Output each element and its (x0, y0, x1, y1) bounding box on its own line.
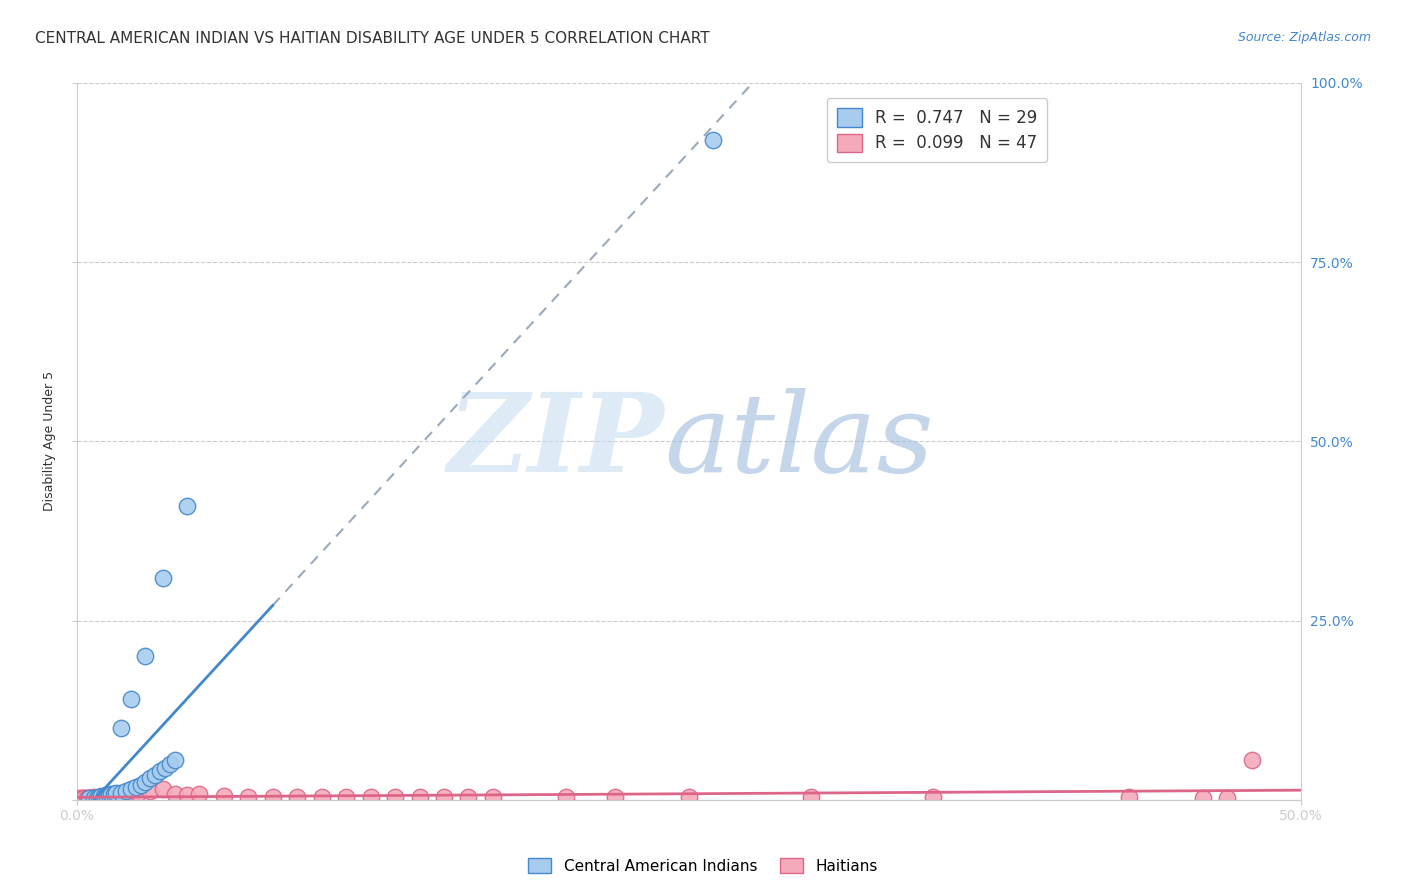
Point (134, 649, 156, 664)
Point (384, 789, 406, 804)
Point (120, 789, 142, 804)
Point (86, 790, 108, 805)
Point (100, 787, 122, 801)
Point (87, 789, 110, 804)
Point (93, 790, 115, 805)
Point (97, 788, 120, 802)
Point (77, 790, 100, 805)
Point (800, 789, 823, 804)
Point (83, 790, 105, 805)
Point (107, 789, 129, 804)
Point (93, 789, 115, 804)
Point (212, 789, 235, 804)
Point (153, 760, 176, 774)
Point (1118, 789, 1140, 804)
Point (103, 787, 125, 801)
Point (1240, 753, 1263, 767)
Point (188, 787, 211, 801)
Point (67, 791, 90, 805)
Point (176, 788, 198, 802)
Point (922, 789, 945, 804)
Point (77, 790, 100, 805)
Point (73, 790, 96, 805)
Point (110, 786, 132, 800)
Point (149, 764, 172, 778)
Point (125, 780, 148, 794)
Point (90, 789, 112, 804)
Point (83, 790, 105, 805)
Point (97, 790, 120, 805)
Point (1216, 790, 1239, 805)
Point (87, 790, 110, 805)
Point (1191, 790, 1213, 805)
Point (262, 789, 284, 804)
Point (110, 721, 132, 735)
Point (152, 782, 174, 797)
Point (129, 779, 152, 793)
Point (96, 789, 118, 804)
Point (120, 782, 142, 797)
Point (152, 570, 174, 584)
Point (238, 789, 260, 804)
Point (139, 784, 162, 798)
Point (115, 784, 138, 798)
Point (120, 692, 142, 706)
Point (139, 771, 162, 785)
Point (163, 787, 186, 801)
Point (360, 789, 382, 804)
Y-axis label: Disability Age Under 5: Disability Age Under 5 (44, 371, 56, 511)
Text: Source: ZipAtlas.com: Source: ZipAtlas.com (1237, 31, 1371, 45)
Point (433, 789, 456, 804)
Legend: Central American Indians, Haitians: Central American Indians, Haitians (523, 852, 883, 880)
Point (127, 786, 149, 800)
Point (90, 790, 112, 805)
Point (163, 753, 186, 767)
Point (482, 789, 505, 804)
Text: ZIP: ZIP (447, 388, 664, 495)
Point (678, 789, 700, 804)
Point (555, 789, 578, 804)
Point (335, 789, 357, 804)
Text: CENTRAL AMERICAN INDIAN VS HAITIAN DISABILITY AGE UNDER 5 CORRELATION CHART: CENTRAL AMERICAN INDIAN VS HAITIAN DISAB… (35, 31, 710, 46)
Point (134, 774, 156, 789)
Point (702, 133, 724, 147)
Point (86, 790, 108, 805)
Point (159, 756, 181, 771)
Point (605, 789, 627, 804)
Point (176, 499, 198, 513)
Point (96, 789, 118, 803)
Legend: R =  0.747   N = 29, R =  0.099   N = 47: R = 0.747 N = 29, R = 0.099 N = 47 (827, 98, 1047, 162)
Point (80, 790, 103, 805)
Point (103, 789, 125, 804)
Point (105, 786, 128, 800)
Text: atlas: atlas (664, 388, 934, 495)
Point (143, 767, 166, 781)
Point (457, 789, 479, 804)
Point (83, 789, 105, 804)
Point (285, 789, 308, 804)
Point (408, 789, 430, 804)
Point (311, 789, 333, 804)
Point (70, 791, 93, 805)
Point (115, 789, 138, 804)
Point (77, 791, 100, 805)
Point (73, 790, 96, 805)
Point (76, 791, 98, 805)
